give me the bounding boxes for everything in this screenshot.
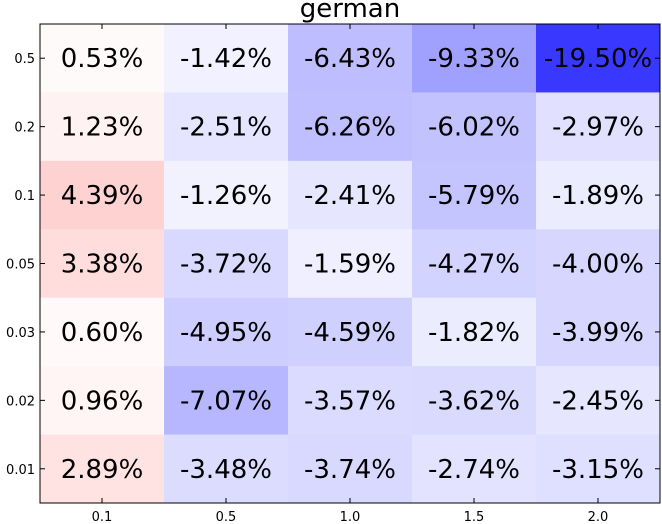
cell-value-label: -19.50%: [544, 44, 653, 74]
cell-value-label: -1.82%: [428, 318, 520, 348]
heatmap-cell: [40, 434, 165, 504]
cell-value-label: -2.74%: [428, 455, 520, 485]
cell-value-label: -1.42%: [180, 44, 272, 74]
heatmap-cell: [536, 366, 661, 436]
heatmap-cell: [164, 24, 289, 93]
cell-value-label: -3.57%: [304, 386, 396, 416]
cell-value-label: -2.51%: [180, 113, 272, 143]
cell-value-label: -3.99%: [552, 318, 644, 348]
x-tick-label: 2.0: [588, 510, 609, 524]
heatmap-cell: [40, 160, 165, 230]
cell-value-label: -6.43%: [304, 44, 396, 74]
cell-value-label: -4.59%: [304, 318, 396, 348]
heatmap-cell: [40, 24, 165, 93]
cell-value-label: -2.41%: [304, 181, 396, 211]
heatmap-cell: [288, 24, 413, 93]
cell-value-label: 0.60%: [61, 318, 144, 348]
heatmap-cell: [40, 366, 165, 436]
heatmap-cell: [288, 160, 413, 230]
heatmap-cell: [412, 434, 537, 504]
heatmap-cell: [288, 366, 413, 436]
heatmap-cell: [412, 160, 537, 230]
x-axis-ticks: 0.1 0.5 1.0 1.5 2.0: [92, 24, 609, 524]
cell-value-label: -6.02%: [428, 113, 520, 143]
heatmap-cell: [40, 229, 165, 299]
cell-value-label: -2.45%: [552, 386, 644, 416]
heatmap-cell: [536, 297, 661, 367]
heatmap-cell: [536, 24, 661, 93]
heatmap-cell: [412, 92, 537, 162]
heatmap-cell: [536, 434, 661, 504]
cell-value-label: -1.26%: [180, 181, 272, 211]
cell-value-label: -3.74%: [304, 455, 396, 485]
heatmap-cell: [536, 92, 661, 162]
heatmap-cell: [164, 297, 289, 367]
heatmap-cell: [288, 434, 413, 504]
heatmap-cell: [164, 366, 289, 436]
y-tick-label: 0.05: [6, 258, 35, 273]
cell-value-label: -4.95%: [180, 318, 272, 348]
cell-value-label: -2.97%: [552, 113, 644, 143]
cell-value-label: -1.89%: [552, 181, 644, 211]
y-tick-label: 0.5: [14, 52, 35, 67]
cell-value-label: 2.89%: [61, 455, 144, 485]
cell-value-label: 1.23%: [61, 113, 144, 143]
heatmap-cells: [40, 24, 661, 504]
cell-value-label: 0.96%: [61, 386, 144, 416]
heatmap-cell: [536, 160, 661, 230]
cell-value-label: 3.38%: [61, 250, 144, 280]
heatmap-cell: [164, 434, 289, 504]
cell-value-label: -6.26%: [304, 113, 396, 143]
cell-value-label: 4.39%: [61, 181, 144, 211]
heatmap-cell: [164, 92, 289, 162]
heatmap-cell: [536, 229, 661, 299]
cell-value-label: -3.72%: [180, 250, 272, 280]
x-tick-label: 1.5: [464, 510, 485, 524]
heatmap-cell: [412, 297, 537, 367]
cell-value-label: -7.07%: [180, 386, 272, 416]
cell-value-label: -3.62%: [428, 386, 520, 416]
heatmap-cell: [164, 229, 289, 299]
y-tick-label: 0.01: [6, 463, 35, 478]
heatmap-cell: [412, 24, 537, 93]
cell-value-label: -3.48%: [180, 455, 272, 485]
cell-value-label: -4.27%: [428, 250, 520, 280]
cell-value-label: -1.59%: [304, 250, 396, 280]
y-tick-label: 0.1: [14, 189, 35, 204]
cell-value-label: 0.53%: [61, 44, 144, 74]
chart-title: german: [300, 0, 400, 24]
heatmap-cell: [288, 297, 413, 367]
heatmap-cell: [288, 92, 413, 162]
cell-value-label: -3.15%: [552, 455, 644, 485]
y-tick-label: 0.2: [14, 121, 35, 136]
heatmap-cell: [412, 229, 537, 299]
x-tick-label: 0.5: [216, 510, 237, 524]
cell-value-label: -9.33%: [428, 44, 520, 74]
y-axis-ticks: 0.5 0.2 0.1 0.05 0.03 0.02 0.01: [6, 52, 660, 478]
cell-value-label: -4.00%: [552, 250, 644, 280]
heatmap-cell: [40, 92, 165, 162]
heatmap-cell: [40, 297, 165, 367]
heatmap-cell: [164, 160, 289, 230]
y-tick-label: 0.02: [6, 394, 35, 409]
y-tick-label: 0.03: [6, 326, 35, 341]
heatmap-cell: [288, 229, 413, 299]
x-tick-label: 1.0: [340, 510, 361, 524]
cell-value-label: -5.79%: [428, 181, 520, 211]
heatmap-cell: [412, 366, 537, 436]
heatmap-cell-labels: 0.53% -1.42% -6.43% -9.33% -19.50% 1.23% -2.51…: [61, 44, 653, 485]
x-tick-label: 0.1: [92, 510, 113, 524]
